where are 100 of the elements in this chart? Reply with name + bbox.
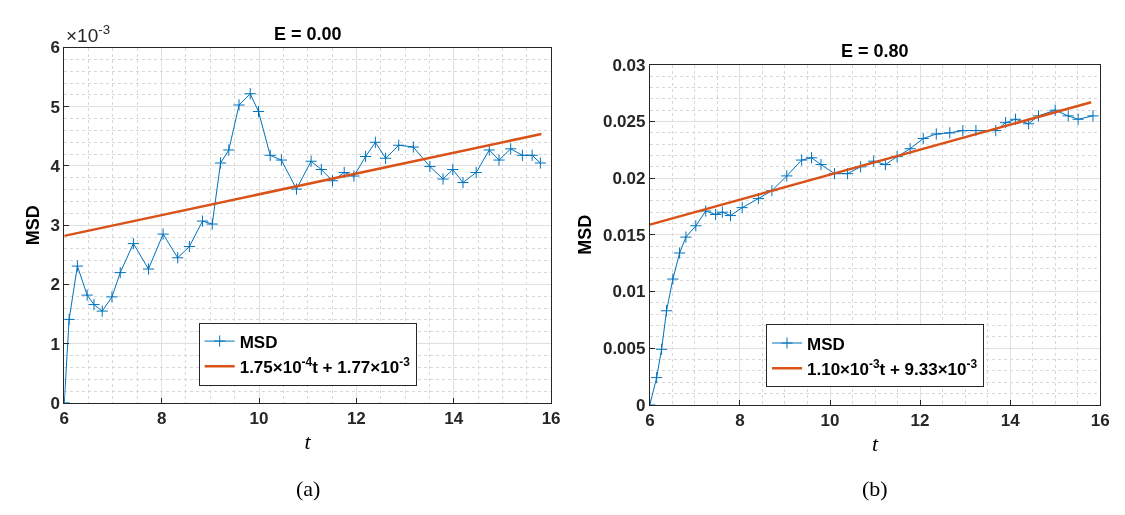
- point: [105, 290, 119, 303]
- point: [142, 262, 155, 276]
- point: [679, 231, 692, 244]
- point: [999, 116, 1012, 129]
- y-tick-label: 0.01: [612, 282, 646, 302]
- point: [183, 240, 196, 253]
- x-tick-label: 10: [249, 409, 269, 429]
- point: [347, 169, 361, 183]
- point: [222, 143, 235, 157]
- legend-label: 1.10×10$^{-3}$t + 9.33×10$^{-3}$: [807, 356, 978, 379]
- y-tick-label: 0.03: [612, 55, 646, 75]
- point: [64, 313, 76, 326]
- text: (a): [296, 476, 321, 501]
- point: [275, 153, 288, 167]
- point: [407, 140, 420, 154]
- y-tick-label: 4: [50, 156, 61, 176]
- point: [114, 266, 127, 279]
- point: [795, 153, 808, 167]
- chart-title: E = 0.00: [274, 24, 342, 44]
- point: [1086, 109, 1100, 122]
- point: [304, 155, 318, 168]
- point: [689, 219, 702, 232]
- point: [214, 156, 227, 170]
- point: [423, 160, 436, 173]
- x-tick-label: 14: [444, 409, 464, 429]
- point: [446, 163, 459, 176]
- point: [666, 272, 679, 286]
- point: [805, 151, 818, 164]
- point: [655, 343, 668, 356]
- point: [196, 214, 209, 228]
- point: [917, 132, 930, 145]
- y-tick-label: 3: [50, 216, 60, 236]
- x-axis-title: t: [871, 431, 879, 457]
- x-tick-label: 16: [1090, 411, 1110, 431]
- point: [504, 142, 517, 155]
- point: [969, 124, 983, 137]
- point: [252, 105, 265, 118]
- y-tick-label: 0.005: [602, 339, 646, 359]
- point: [660, 304, 673, 317]
- point: [338, 166, 351, 179]
- y-tick-label: 1: [50, 334, 60, 354]
- point: [1062, 109, 1075, 122]
- point: [943, 126, 956, 139]
- point: [264, 149, 277, 162]
- point: [392, 139, 405, 152]
- x-tick-label: 16: [541, 409, 561, 429]
- point: [206, 217, 219, 231]
- point: [369, 136, 382, 149]
- point: [290, 182, 303, 196]
- point: [930, 127, 943, 141]
- point: [436, 172, 450, 186]
- point: [673, 246, 686, 260]
- x-tick-label: 12: [346, 409, 366, 429]
- x-tick-label: 14: [1000, 411, 1021, 431]
- point: [709, 208, 722, 221]
- y-tick-label: 0.025: [602, 112, 646, 132]
- text: ×10$^{-3}$: [66, 22, 111, 46]
- point: [814, 158, 828, 171]
- x-tick-label: 12: [910, 411, 930, 431]
- text: (b): [862, 476, 888, 501]
- chart-title: E = 0.80: [841, 41, 909, 61]
- y-tick-label: 5: [50, 97, 60, 117]
- point: [81, 289, 94, 302]
- legend-label: MSD: [807, 334, 845, 354]
- y-tick-label: 6: [50, 38, 60, 58]
- point: [956, 124, 969, 137]
- x-tick-label: 8: [156, 409, 167, 429]
- point: [780, 169, 793, 183]
- point: [716, 206, 729, 219]
- point: [71, 259, 84, 273]
- point: [232, 98, 246, 112]
- point: [492, 153, 506, 167]
- point: [244, 87, 257, 100]
- point: [650, 371, 663, 384]
- point: [526, 149, 539, 162]
- point: [127, 237, 140, 250]
- x-tick-label: 8: [735, 411, 745, 431]
- y-tick-label: 0: [50, 393, 60, 413]
- point: [841, 167, 854, 180]
- y-tick-label: 0.02: [612, 169, 646, 189]
- point: [171, 251, 184, 264]
- point: [315, 163, 328, 176]
- point: [379, 152, 392, 165]
- legend-label: 1.75×10$^{-4}$t + 1.77×10$^{-3}$: [239, 354, 411, 377]
- y-axis-title: MSD: [575, 214, 596, 255]
- point: [516, 149, 529, 162]
- y-tick-label: 2: [50, 275, 60, 295]
- point: [724, 209, 737, 222]
- y-tick-label: 0.015: [602, 225, 646, 245]
- point: [470, 166, 483, 179]
- point: [156, 228, 170, 241]
- point: [359, 150, 372, 163]
- point: [736, 201, 749, 214]
- y-axis-title: MSD: [22, 205, 43, 246]
- point: [1072, 113, 1085, 126]
- point: [456, 176, 470, 189]
- point: [534, 156, 547, 170]
- legend-label: MSD: [239, 332, 278, 352]
- x-tick-label: 10: [820, 411, 840, 431]
- x-axis-title: t: [304, 429, 312, 455]
